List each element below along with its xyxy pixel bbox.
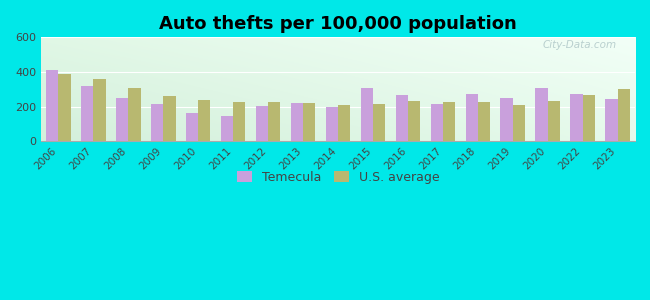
Bar xyxy=(303,103,315,141)
Bar xyxy=(430,103,443,141)
Bar xyxy=(46,70,58,141)
Bar xyxy=(605,99,617,141)
Bar xyxy=(94,79,106,141)
Bar xyxy=(618,89,630,141)
Bar xyxy=(582,95,595,141)
Bar xyxy=(478,102,490,141)
Text: City-Data.com: City-Data.com xyxy=(543,40,618,50)
Bar xyxy=(58,74,71,141)
Bar xyxy=(326,107,338,141)
Bar xyxy=(443,102,455,141)
Bar xyxy=(408,101,420,141)
Bar xyxy=(198,100,211,141)
Bar xyxy=(151,104,163,141)
Bar xyxy=(128,88,140,141)
Bar xyxy=(81,86,94,141)
Bar xyxy=(465,94,478,141)
Bar xyxy=(268,102,280,141)
Legend: Temecula, U.S. average: Temecula, U.S. average xyxy=(232,166,444,189)
Bar xyxy=(500,98,513,141)
Bar xyxy=(221,116,233,141)
Bar xyxy=(291,103,303,141)
Bar xyxy=(570,94,582,141)
Title: Auto thefts per 100,000 population: Auto thefts per 100,000 population xyxy=(159,15,517,33)
Bar xyxy=(396,95,408,141)
Bar xyxy=(186,112,198,141)
Bar xyxy=(233,102,246,141)
Bar xyxy=(116,98,128,141)
Bar xyxy=(256,106,268,141)
Bar xyxy=(373,103,385,141)
Bar xyxy=(338,105,350,141)
Bar xyxy=(548,100,560,141)
Bar xyxy=(361,88,373,141)
Bar xyxy=(536,88,548,141)
Bar xyxy=(513,105,525,141)
Bar xyxy=(163,97,176,141)
